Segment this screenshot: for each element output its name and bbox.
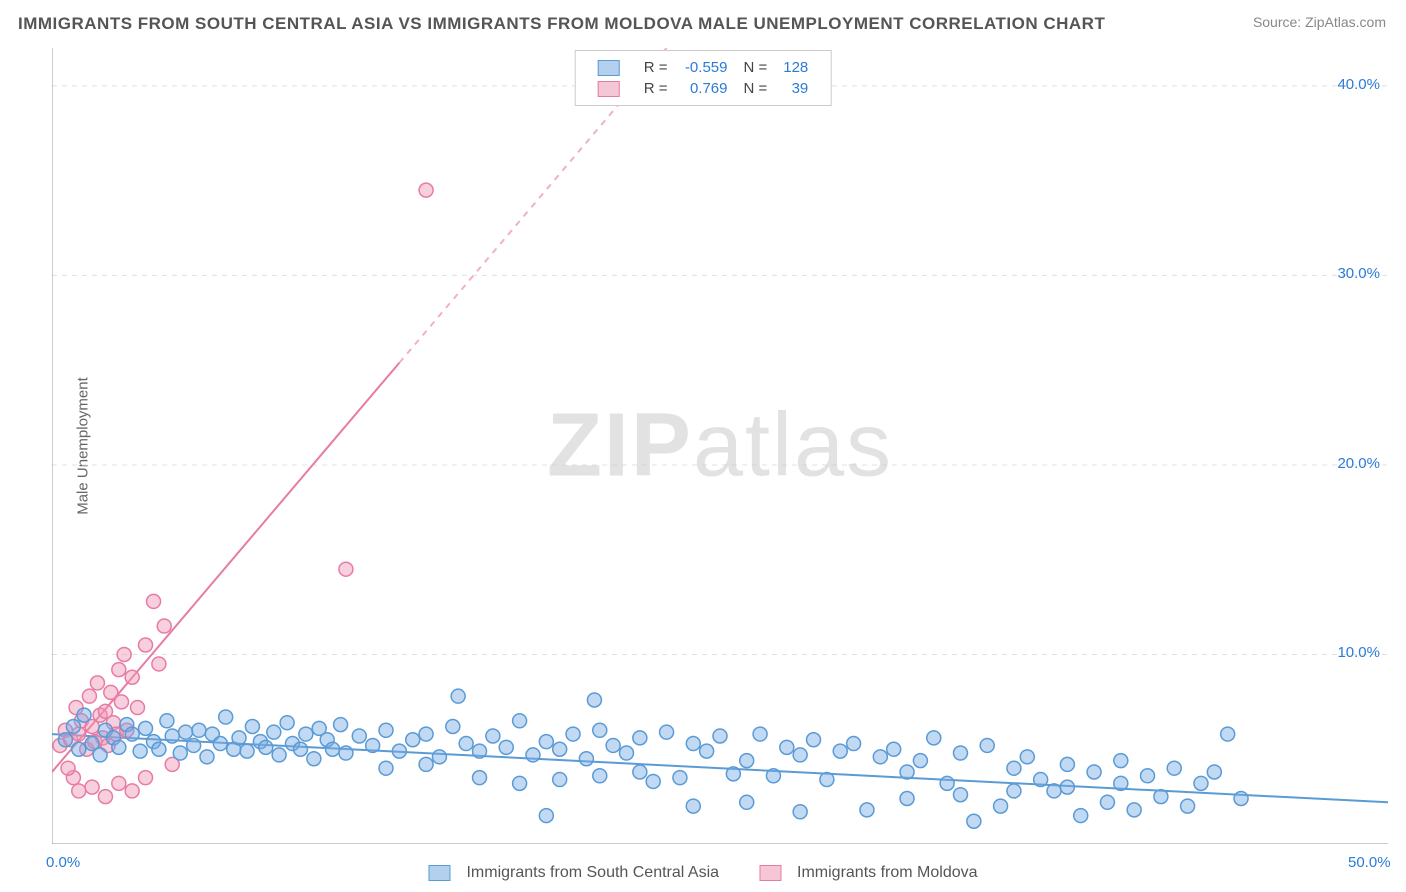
correlation-legend: R = -0.559 N = 128 R = 0.769 N = 39 bbox=[575, 50, 832, 106]
n-value-sca: 128 bbox=[775, 57, 816, 78]
legend-item-sca: Immigrants from South Central Asia bbox=[428, 864, 719, 882]
chart-container: IMMIGRANTS FROM SOUTH CENTRAL ASIA VS IM… bbox=[0, 0, 1406, 892]
legend-label-moldova: Immigrants from Moldova bbox=[797, 864, 978, 882]
swatch-moldova bbox=[759, 865, 781, 881]
plot-area: ZIPatlas bbox=[52, 48, 1388, 844]
n-value-moldova: 39 bbox=[775, 78, 816, 99]
legend-row-sca: R = -0.559 N = 128 bbox=[590, 57, 817, 78]
chart-source: Source: ZipAtlas.com bbox=[1253, 14, 1386, 30]
legend-label-sca: Immigrants from South Central Asia bbox=[466, 864, 719, 882]
r-value-moldova: 0.769 bbox=[675, 78, 735, 99]
n-label: N = bbox=[735, 57, 775, 78]
series-legend: Immigrants from South Central Asia Immig… bbox=[428, 864, 977, 882]
y-tick-label: 10.0% bbox=[1337, 644, 1380, 661]
swatch-sca bbox=[428, 865, 450, 881]
x-tick-label: 0.0% bbox=[46, 854, 80, 871]
y-tick-label: 20.0% bbox=[1337, 455, 1380, 472]
n-label: N = bbox=[735, 78, 775, 99]
r-value-sca: -0.559 bbox=[675, 57, 735, 78]
x-tick-label: 50.0% bbox=[1348, 854, 1391, 871]
r-label: R = bbox=[636, 78, 676, 99]
y-tick-label: 40.0% bbox=[1337, 76, 1380, 93]
swatch-sca bbox=[598, 60, 620, 76]
chart-title: IMMIGRANTS FROM SOUTH CENTRAL ASIA VS IM… bbox=[18, 14, 1105, 34]
legend-item-moldova: Immigrants from Moldova bbox=[759, 864, 978, 882]
y-tick-label: 30.0% bbox=[1337, 265, 1380, 282]
r-label: R = bbox=[636, 57, 676, 78]
plot-svg bbox=[52, 48, 1388, 844]
legend-row-moldova: R = 0.769 N = 39 bbox=[590, 78, 817, 99]
swatch-moldova bbox=[598, 81, 620, 97]
